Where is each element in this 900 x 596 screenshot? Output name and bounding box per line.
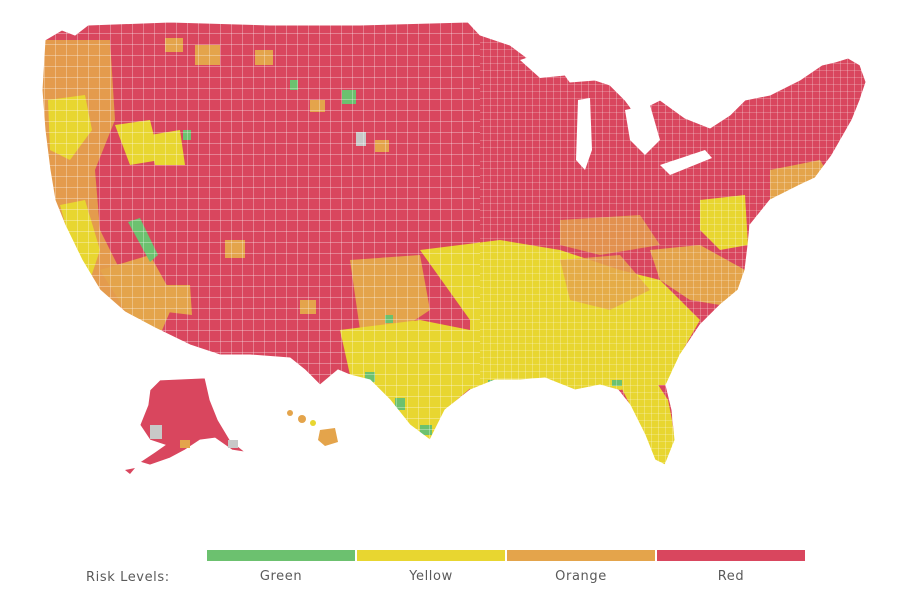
legend-item-orange: Orange (507, 550, 655, 590)
legend-label-red: Red (717, 569, 745, 584)
legend-label-orange: Orange (555, 569, 607, 584)
legend-label-green: Green (259, 569, 303, 584)
mainland-outline (41, 21, 867, 466)
legend-swatch-red (657, 550, 805, 561)
alaska (125, 377, 247, 474)
hawaii (287, 410, 338, 446)
legend-item-yellow: Yellow (357, 550, 505, 590)
legend-item-red: Red (657, 550, 805, 590)
legend-label-yellow: Yellow (409, 569, 453, 584)
legend-item-green: Green (207, 550, 355, 590)
us-county-risk-map (41, 21, 867, 474)
legend-swatch-yellow (357, 550, 505, 561)
legend-swatch-orange (507, 550, 655, 561)
legend-swatch-green (207, 550, 355, 561)
legend-title: Risk Levels: (86, 570, 170, 585)
